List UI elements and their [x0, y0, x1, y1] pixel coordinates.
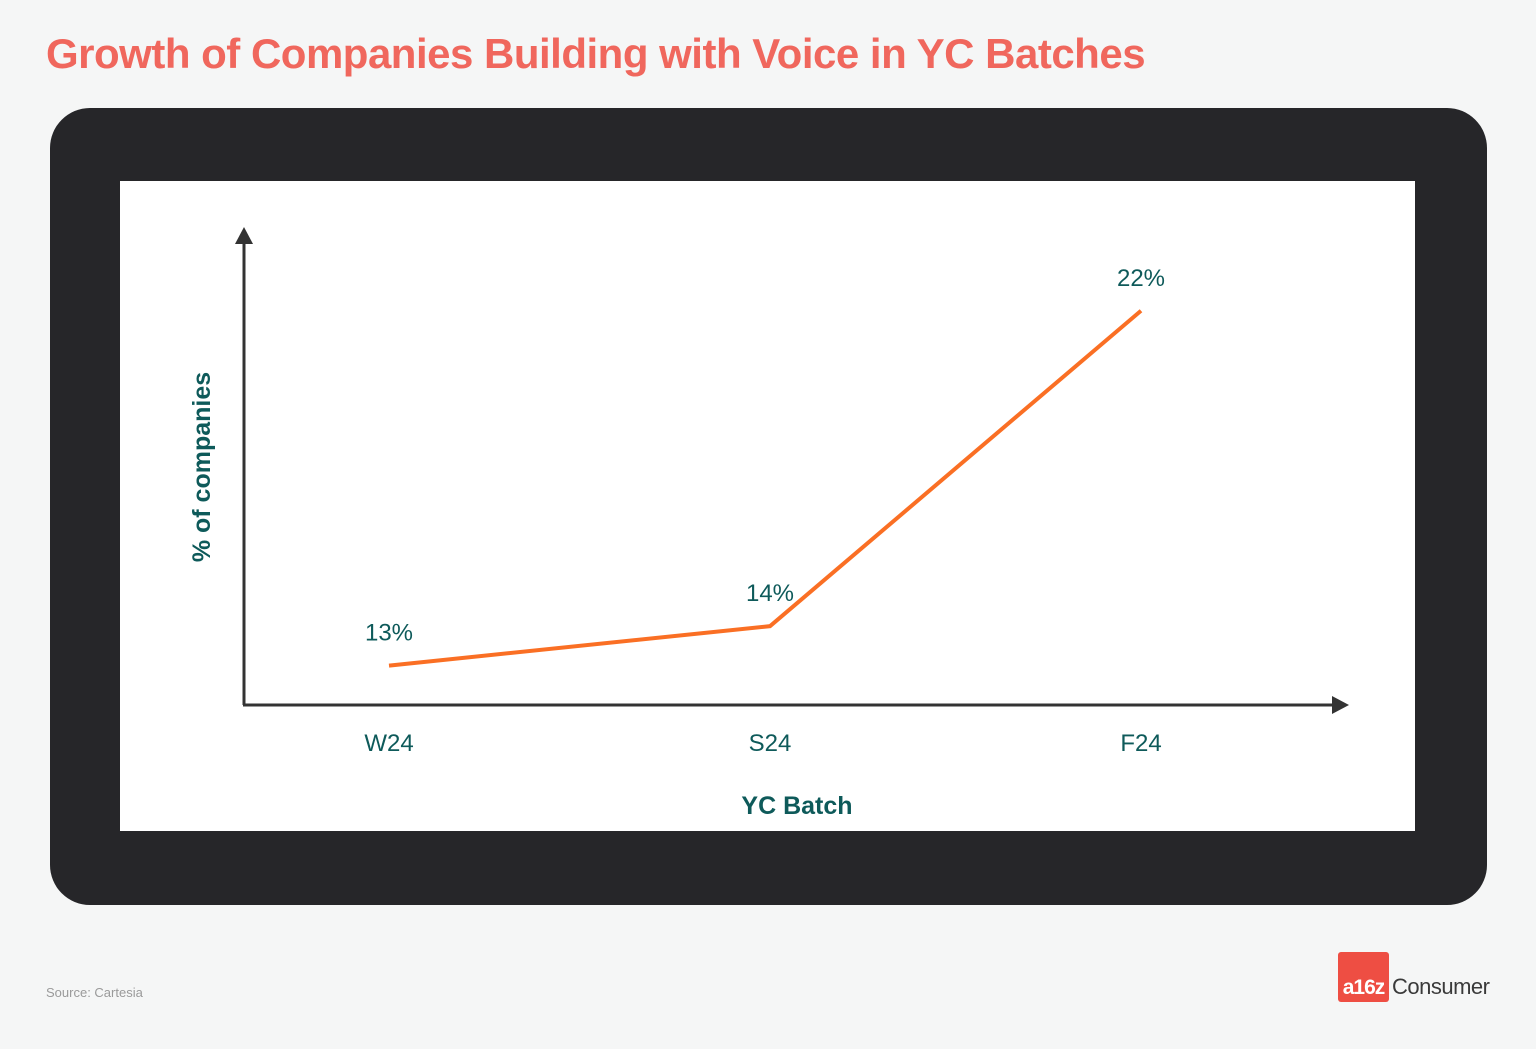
- chart-marks: 13% 14% 22%: [365, 265, 1165, 668]
- x-tick-label: F24: [1120, 730, 1161, 757]
- chart-panel: 13% 14% 22% YC Batch % of companies W24 S24…: [120, 181, 1415, 831]
- source-note: Source: Cartesia: [46, 985, 143, 1000]
- brand-mark: a16z: [1338, 952, 1389, 1002]
- y-axis-title: % of companies: [188, 372, 216, 562]
- brand-logo: a16z Consumer: [1338, 952, 1490, 1002]
- brand-word: Consumer: [1392, 974, 1490, 999]
- data-label: 13%: [365, 620, 413, 647]
- x-axis-arrow: [1332, 696, 1349, 714]
- data-label: 14%: [746, 580, 794, 607]
- x-axis-title: YC Batch: [741, 792, 852, 820]
- y-axis-arrow: [235, 227, 253, 244]
- series-line: [388, 309, 1143, 668]
- x-tick-label: S24: [749, 730, 792, 757]
- chart-axes: [235, 227, 1349, 714]
- x-tick-label: W24: [364, 730, 413, 757]
- chart-title: Growth of Companies Building with Voice …: [46, 30, 1146, 77]
- data-label: 22%: [1117, 265, 1165, 292]
- line-chart: 13% 14% 22% YC Batch % of companies W24 S24…: [188, 227, 1349, 820]
